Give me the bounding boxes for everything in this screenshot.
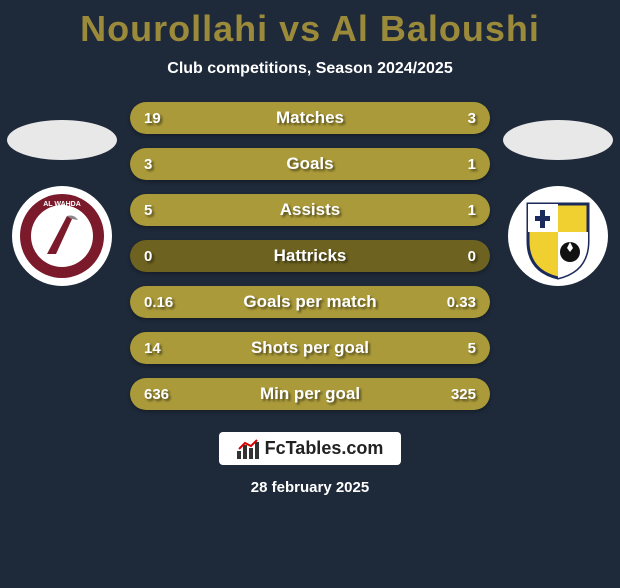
stat-row: 0.16Goals per match0.33 xyxy=(130,286,490,318)
stat-row: 636Min per goal325 xyxy=(130,378,490,410)
stat-label: Goals xyxy=(130,154,490,174)
stats-column: 19Matches33Goals15Assists10Hattricks00.1… xyxy=(130,102,490,410)
left-club-crest: AL WAHDA xyxy=(12,186,112,286)
stat-row: 3Goals1 xyxy=(130,148,490,180)
stat-label: Hattricks xyxy=(130,246,490,266)
right-player-silhouette xyxy=(503,120,613,160)
stat-label: Matches xyxy=(130,108,490,128)
comparison-main: AL WAHDA 19Matches33Goals15Assists10Hatt… xyxy=(0,102,620,410)
comparison-title: Nourollahi vs Al Baloushi xyxy=(0,8,620,50)
stat-label: Goals per match xyxy=(130,292,490,312)
stat-right-value: 3 xyxy=(468,110,476,127)
footer: FcTables.com 28 february 2025 xyxy=(0,432,620,496)
left-crest-icon: AL WAHDA xyxy=(12,186,112,286)
fctables-label: FcTables.com xyxy=(265,438,384,459)
stat-label: Shots per goal xyxy=(130,338,490,358)
stat-row: 5Assists1 xyxy=(130,194,490,226)
stat-right-value: 5 xyxy=(468,340,476,357)
stat-row: 19Matches3 xyxy=(130,102,490,134)
left-player-silhouette xyxy=(7,120,117,160)
stat-label: Min per goal xyxy=(130,384,490,404)
stat-right-value: 325 xyxy=(451,386,476,403)
comparison-subtitle: Club competitions, Season 2024/2025 xyxy=(0,60,620,78)
left-player-column: AL WAHDA xyxy=(2,102,122,286)
stat-row: 0Hattricks0 xyxy=(130,240,490,272)
stat-row: 14Shots per goal5 xyxy=(130,332,490,364)
right-club-crest xyxy=(508,186,608,286)
stat-right-value: 0 xyxy=(468,248,476,265)
stat-right-value: 0.33 xyxy=(447,294,476,311)
stat-right-value: 1 xyxy=(468,202,476,219)
fctables-badge[interactable]: FcTables.com xyxy=(219,432,402,465)
comparison-date: 28 february 2025 xyxy=(251,479,369,496)
right-crest-icon xyxy=(508,186,608,286)
stat-label: Assists xyxy=(130,200,490,220)
chart-icon xyxy=(237,439,259,459)
right-player-column xyxy=(498,102,618,286)
svg-text:AL WAHDA: AL WAHDA xyxy=(43,201,81,208)
stat-right-value: 1 xyxy=(468,156,476,173)
